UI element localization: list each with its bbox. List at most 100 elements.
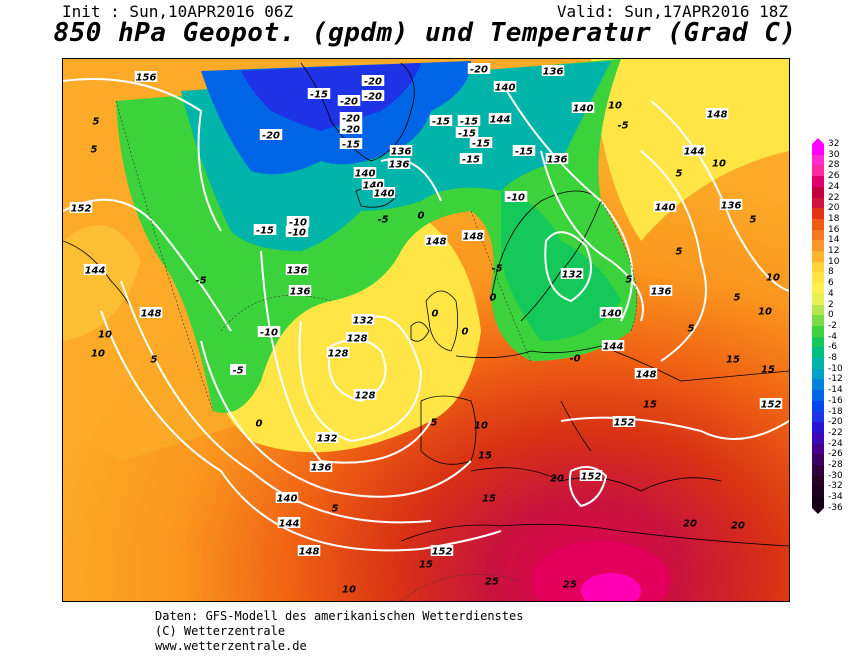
contour-label: -0 xyxy=(569,354,580,365)
contour-label-box xyxy=(512,145,536,156)
contour-label-box xyxy=(339,112,363,123)
contour-label-box xyxy=(230,364,246,375)
contour-label-text: 148 xyxy=(463,232,484,243)
contour-label-box xyxy=(326,347,350,358)
contour-label-text: -15 xyxy=(256,226,274,237)
contour-label-box xyxy=(277,517,301,528)
contour-label: -15 xyxy=(253,224,277,237)
contour-label-box xyxy=(653,201,677,212)
colorbar-segment xyxy=(812,432,824,445)
colorbar-tick-label: -22 xyxy=(828,427,843,438)
contour-label-box xyxy=(649,285,673,296)
contour-label: -5 xyxy=(195,276,206,287)
contour-label-box xyxy=(69,202,93,213)
contour-label: -15 xyxy=(457,115,481,128)
colorbar-tick-label: -32 xyxy=(828,481,843,492)
contour-label: 136 xyxy=(309,461,333,474)
contour-label: -5 xyxy=(491,264,502,275)
contour-label-text: 152 xyxy=(581,472,602,483)
yellow-west xyxy=(63,225,141,341)
colorbar-tick-label: 0 xyxy=(828,310,834,321)
contour-label: 144 xyxy=(277,517,301,530)
contour-label-text: 148 xyxy=(426,237,447,248)
colorbar-segment xyxy=(812,144,824,156)
contour-label-text: 128 xyxy=(347,334,368,345)
contour-label-box xyxy=(682,145,706,156)
contour-label-text: -10 xyxy=(289,218,307,229)
italy-coast xyxy=(560,400,592,452)
contour-label-text: 15 xyxy=(761,365,775,376)
contour-label-box xyxy=(361,90,385,101)
contour-label-text: -20 xyxy=(364,77,382,88)
contour-label-text: 136 xyxy=(543,67,564,78)
colorbar-tick-label: -30 xyxy=(828,470,843,481)
contour-label-text: -20 xyxy=(342,114,360,125)
contour-label: 15 xyxy=(726,355,740,366)
contour-label: 15 xyxy=(419,560,433,571)
contour-label: 136 xyxy=(545,153,569,166)
contour-label-box xyxy=(541,65,565,76)
colorbar-segment xyxy=(812,176,824,188)
contour-label-text: 144 xyxy=(85,266,106,277)
colorbar-tick-label: 14 xyxy=(828,235,840,246)
contour-label-text: 140 xyxy=(573,104,594,115)
contour-label-text: 25 xyxy=(563,580,577,591)
contour-152-med xyxy=(560,416,789,440)
contour-label-box xyxy=(351,314,375,325)
contour-label: -20 xyxy=(467,63,491,76)
contour-label-text: 5 xyxy=(626,275,633,286)
colorbar-segment xyxy=(812,325,824,338)
contour-148-east xyxy=(650,100,789,292)
contour-label: 10 xyxy=(766,273,780,284)
colorbar-tick-label: 24 xyxy=(828,181,840,192)
contour-label-text: 0 xyxy=(490,293,497,304)
contour-label-text: -15 xyxy=(432,117,450,128)
contour-label: 128 xyxy=(326,347,350,360)
colorbar-tick-label: -10 xyxy=(828,363,843,374)
contour-label: 0 xyxy=(490,293,497,304)
colorbar-segment xyxy=(812,475,824,487)
contour-label-box xyxy=(275,492,299,503)
contour-label-text: 25 xyxy=(485,577,499,588)
colorbar-tick-label: 2 xyxy=(828,299,834,310)
contour-label: -10 xyxy=(285,226,309,239)
contour-label-box xyxy=(361,75,385,86)
contour-label-text: -20 xyxy=(340,97,358,108)
contour-label-text: 152 xyxy=(761,400,782,411)
colorbar-tick-label: 20 xyxy=(828,203,840,214)
contour-label-box xyxy=(579,470,603,481)
contour-label-box xyxy=(339,123,363,134)
contour-label: 5 xyxy=(750,215,757,226)
contour-label-text: 132 xyxy=(562,270,583,281)
contour-label-text: 0 xyxy=(462,327,469,338)
colorbar-tick-label: -6 xyxy=(828,342,837,353)
contour-label: -15 xyxy=(429,115,453,128)
contour-label: 15 xyxy=(482,494,496,505)
contour-label: 148 xyxy=(139,307,163,320)
contour-label: 136 xyxy=(387,158,411,171)
colorbar-tick-label: -28 xyxy=(828,460,843,470)
contour-label-box xyxy=(315,432,339,443)
contour-label-box xyxy=(337,95,361,106)
contour-label-text: 15 xyxy=(482,494,496,505)
contour-136-east xyxy=(540,150,644,322)
colorbar-tick-label: 8 xyxy=(828,267,834,278)
contour-label: 140 xyxy=(372,187,396,200)
contour-label-text: -10 xyxy=(260,328,278,339)
contour-label: 0 xyxy=(462,327,469,338)
contour-label: 148 xyxy=(461,230,485,243)
contour-label-text: 128 xyxy=(355,391,376,402)
colorbar-tick-label: 26 xyxy=(828,171,840,182)
contour-label: 140 xyxy=(653,201,677,214)
contour-label-text: 5 xyxy=(688,324,695,335)
contour-label: 156 xyxy=(134,71,158,84)
temp-contour-b xyxy=(220,295,332,332)
contour-label: -15 xyxy=(339,138,363,151)
contour-132 xyxy=(298,315,423,443)
contour-label-box xyxy=(339,138,363,149)
contour-label-text: -15 xyxy=(472,139,490,150)
contour-label: 5 xyxy=(688,324,695,335)
contour-label-text: 20 xyxy=(731,521,745,532)
contour-label: 20 xyxy=(550,474,564,485)
colorbar-tick-label: 4 xyxy=(828,288,834,299)
